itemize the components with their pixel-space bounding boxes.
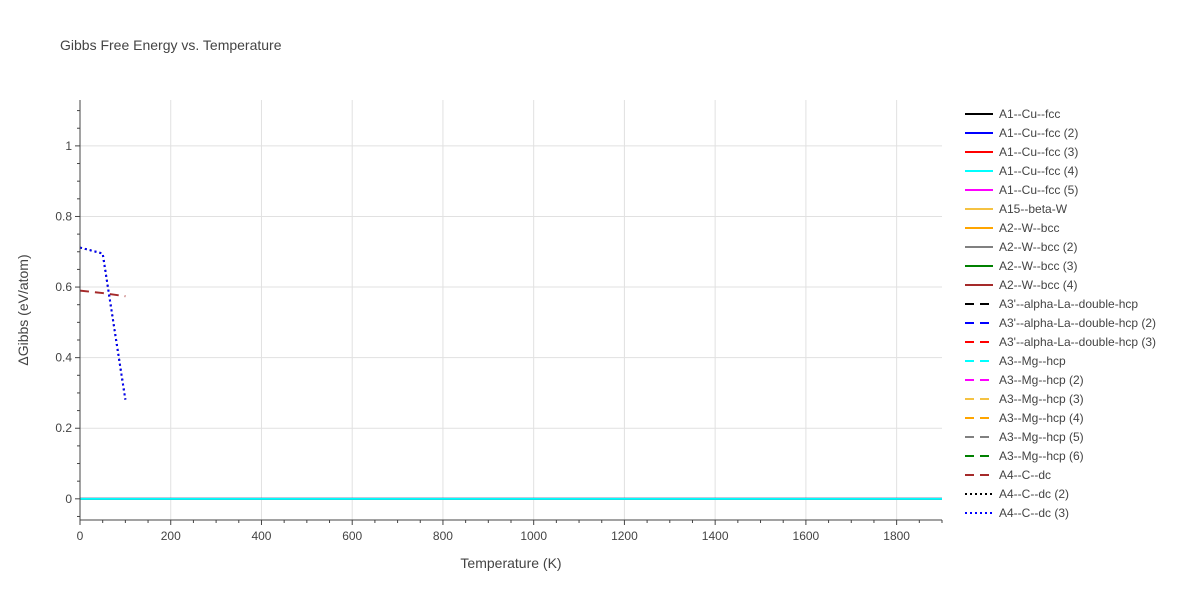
x-tick-label: 1400: [702, 529, 729, 543]
y-tick-label: 0: [65, 492, 72, 506]
x-tick-label: 1600: [793, 529, 820, 543]
x-tick-label: 400: [251, 529, 271, 543]
legend-label: A4--C--dc (3): [999, 506, 1069, 520]
legend-item[interactable]: A3--Mg--hcp (3): [965, 392, 1084, 406]
legend-label: A3--Mg--hcp (3): [999, 392, 1084, 406]
legend-item[interactable]: A3--Mg--hcp (4): [965, 411, 1084, 425]
legend-label: A4--C--dc: [999, 468, 1051, 482]
legend-item[interactable]: A3--Mg--hcp (6): [965, 449, 1084, 463]
legend-label: A1--Cu--fcc (4): [999, 164, 1078, 178]
x-tick-label: 0: [77, 529, 84, 543]
legend-label: A3--Mg--hcp (5): [999, 430, 1084, 444]
x-tick-label: 200: [161, 529, 181, 543]
x-axis-ticks: 0 200 400 600 800 1000 1200 1400 1600 1800: [77, 520, 943, 543]
legend-item[interactable]: A2--W--bcc: [965, 221, 1059, 235]
legend-item[interactable]: A1--Cu--fcc (5): [965, 183, 1078, 197]
legend: A1--Cu--fcc A1--Cu--fcc (2) A1--Cu--fcc (3…: [965, 107, 1156, 520]
y-tick-label: 0.6: [55, 280, 72, 294]
x-axis-title: Temperature (K): [460, 555, 561, 571]
legend-label: A15--beta-W: [999, 202, 1068, 216]
legend-label: A3'--alpha-La--double-hcp (3): [999, 335, 1156, 349]
legend-item[interactable]: A3--Mg--hcp (2): [965, 373, 1084, 387]
series-layer: [79, 246, 942, 500]
legend-item[interactable]: A1--Cu--fcc: [965, 107, 1060, 121]
legend-label: A1--Cu--fcc (2): [999, 126, 1078, 140]
legend-label: A2--W--bcc: [999, 221, 1059, 235]
legend-item[interactable]: A15--beta-W: [965, 202, 1068, 216]
x-tick-label: 1200: [611, 529, 638, 543]
x-tick-label: 800: [433, 529, 453, 543]
legend-item[interactable]: A2--W--bcc (2): [965, 240, 1077, 254]
legend-label: A3--Mg--hcp: [999, 354, 1066, 368]
legend-label: A3'--alpha-La--double-hcp: [999, 297, 1138, 311]
legend-item[interactable]: A4--C--dc (3): [965, 506, 1069, 520]
legend-item[interactable]: A4--C--dc (2): [965, 487, 1069, 501]
legend-label: A2--W--bcc (4): [999, 278, 1077, 292]
legend-item[interactable]: A2--W--bcc (4): [965, 278, 1077, 292]
y-tick-label: 0.8: [55, 209, 72, 223]
y-tick-label: 0.2: [55, 421, 72, 435]
legend-item[interactable]: A1--Cu--fcc (4): [965, 164, 1078, 178]
legend-label: A1--Cu--fcc: [999, 107, 1060, 121]
legend-item[interactable]: A3'--alpha-La--double-hcp (2): [965, 316, 1156, 330]
axes: [79, 100, 942, 521]
legend-item[interactable]: A3'--alpha-La--double-hcp: [965, 297, 1138, 311]
chart-title: Gibbs Free Energy vs. Temperature: [60, 37, 282, 53]
y-tick-label: 1: [65, 139, 72, 153]
y-axis-title: ΔGibbs (eV/atom): [15, 254, 31, 365]
y-axis-ticks: 0 0.2 0.4 0.6 0.8 1: [55, 110, 80, 517]
legend-label: A4--C--dc (2): [999, 487, 1069, 501]
legend-item[interactable]: A2--W--bcc (3): [965, 259, 1077, 273]
legend-item[interactable]: A1--Cu--fcc (2): [965, 126, 1078, 140]
legend-label: A1--Cu--fcc (3): [999, 145, 1078, 159]
legend-label: A2--W--bcc (3): [999, 259, 1077, 273]
legend-label: A1--Cu--fcc (5): [999, 183, 1078, 197]
series-line-21: [79, 246, 127, 400]
legend-label: A3--Mg--hcp (6): [999, 449, 1084, 463]
legend-label: A3--Mg--hcp (4): [999, 411, 1084, 425]
series-line-20: [79, 246, 127, 400]
x-tick-label: 1800: [883, 529, 910, 543]
legend-item[interactable]: A1--Cu--fcc (3): [965, 145, 1078, 159]
legend-label: A2--W--bcc (2): [999, 240, 1077, 254]
x-tick-label: 1000: [520, 529, 547, 543]
legend-item[interactable]: A3'--alpha-La--double-hcp (3): [965, 335, 1156, 349]
legend-item[interactable]: A3--Mg--hcp (5): [965, 430, 1084, 444]
grid-lines: [80, 100, 942, 520]
legend-label: A3'--alpha-La--double-hcp (2): [999, 316, 1156, 330]
series-line-19: [79, 289, 126, 298]
legend-item[interactable]: A3--Mg--hcp: [965, 354, 1066, 368]
legend-label: A3--Mg--hcp (2): [999, 373, 1084, 387]
y-tick-label: 0.4: [55, 351, 72, 365]
x-tick-label: 600: [342, 529, 362, 543]
legend-item[interactable]: A4--C--dc: [965, 468, 1051, 482]
